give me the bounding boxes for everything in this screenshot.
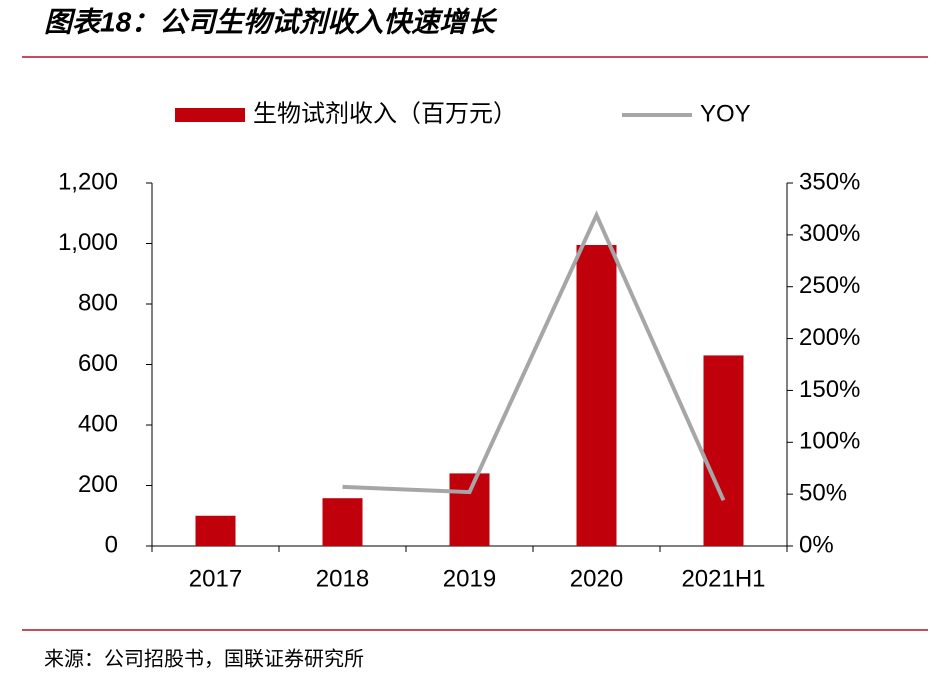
- bar: [195, 515, 236, 546]
- source: 来源：公司招股书，国联证券研究所: [44, 647, 364, 670]
- x-tick-label: 2021H1: [681, 565, 765, 592]
- y2-tick-label: 100%: [799, 428, 860, 455]
- legend-label: 生物试剂收入（百万元）: [253, 100, 517, 127]
- y2-tick-label: 50%: [799, 479, 847, 506]
- y-tick-label: 800: [78, 289, 118, 316]
- y-tick-label: 400: [78, 410, 118, 437]
- bar: [449, 473, 490, 546]
- y2-tick-label: 300%: [799, 220, 860, 247]
- y2-tick-label: 350%: [799, 168, 860, 195]
- y-tick-label: 600: [78, 350, 118, 377]
- bar: [703, 355, 744, 546]
- chart-title: 图表18：公司生物试剂收入快速增长: [44, 6, 498, 37]
- y-tick-label: 0: [105, 531, 118, 558]
- bar: [576, 245, 617, 546]
- y-tick-label: 1,000: [58, 229, 118, 256]
- line: [342, 210, 726, 502]
- legend-swatch: [175, 108, 245, 122]
- y-tick-label: 1,200: [58, 168, 118, 195]
- y-tick-label: 200: [78, 471, 118, 498]
- y2-tick-label: 200%: [799, 324, 860, 351]
- x-tick-label: 2018: [316, 565, 369, 592]
- y2-tick-label: 250%: [799, 272, 860, 299]
- x-tick-label: 2017: [189, 565, 242, 592]
- bar: [322, 498, 363, 546]
- x-tick-label: 2020: [570, 565, 623, 592]
- legend-label: YOY: [700, 100, 751, 127]
- x-tick-label: 2019: [443, 565, 496, 592]
- y2-tick-label: 0%: [799, 531, 834, 558]
- y2-tick-label: 150%: [799, 376, 860, 403]
